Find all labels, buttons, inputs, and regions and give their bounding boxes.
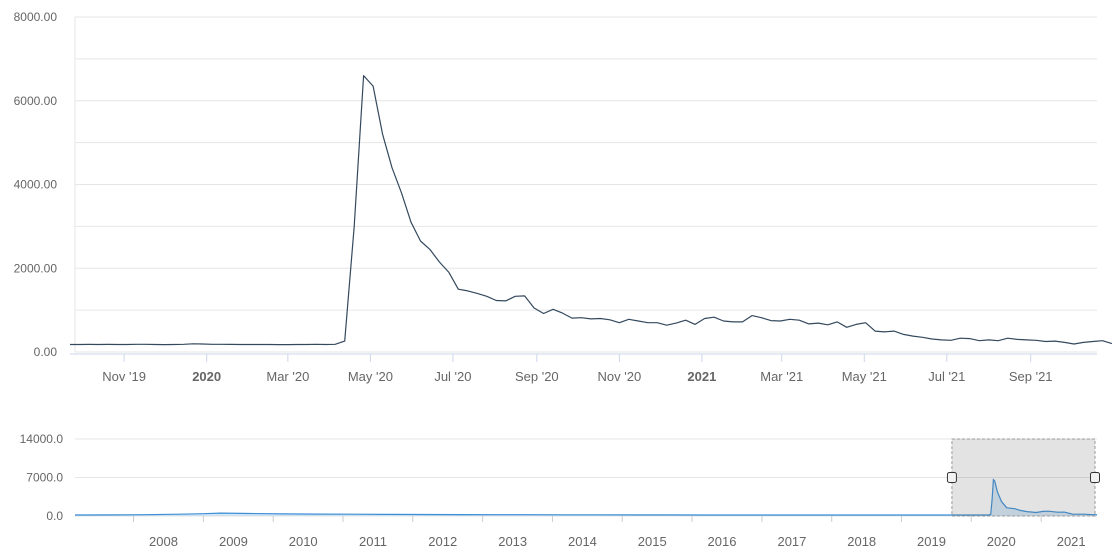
main-chart-plot[interactable] [70, 75, 1113, 346]
x-tick-label: Jul '21 [928, 369, 965, 384]
navigator-x-tick-label: 2012 [428, 534, 457, 549]
navigator-x-tick-label: 2016 [708, 534, 737, 549]
navigator-right-handle[interactable] [1090, 472, 1100, 483]
x-tick-label: Sep '21 [1009, 369, 1053, 384]
navigator-y-axis: 0.0 7000.0 14000.0 [20, 432, 64, 523]
main-chart-grid [74, 16, 1097, 353]
main-y-axis: 0.00 2000.00 4000.00 6000.00 8000.00 [14, 10, 58, 359]
navigator-y-tick-label: 14000.0 [20, 432, 64, 446]
navigator-x-tick-label: 2009 [219, 534, 248, 549]
navigator-left-handle[interactable] [946, 472, 957, 483]
navigator-x-tick-label: 2021 [1057, 534, 1086, 549]
navigator-x-tick-label: 2008 [149, 534, 178, 549]
navigator-y-tick-label: 7000.0 [26, 471, 63, 485]
navigator-x-tick-label: 2018 [847, 534, 876, 549]
navigator-x-tick-label: 2017 [777, 534, 806, 549]
x-tick-label: 2021 [687, 369, 716, 384]
navigator-grid [75, 438, 1097, 517]
series-line[interactable] [70, 75, 1113, 346]
x-tick-label: May '20 [348, 369, 393, 384]
x-tick-label: May '21 [842, 369, 887, 384]
y-tick-label: 4000.00 [14, 178, 58, 192]
navigator-series-line [74, 478, 1097, 516]
y-tick-label: 6000.00 [14, 94, 58, 108]
x-tick-label: Nov '19 [102, 369, 146, 384]
navigator-x-axis: 2008 2009 2010 2011 2012 2013 2014 2015 2016 2017… [132, 516, 1086, 549]
navigator-area-fill [75, 479, 1097, 516]
x-tick-label: Nov '20 [598, 369, 642, 384]
x-tick-label: Mar '21 [760, 369, 803, 384]
navigator-x-tick-label: 2013 [498, 534, 527, 549]
y-tick-label: 8000.00 [14, 10, 58, 24]
x-tick-label: 2020 [192, 369, 221, 384]
y-tick-label: 2000.00 [14, 261, 58, 275]
x-tick-label: Mar '20 [266, 369, 309, 384]
navigator-x-tick-label: 2015 [638, 534, 667, 549]
navigator-plot [74, 478, 1097, 516]
main-x-axis: Nov '19 2020 Mar '20 May '20 Jul '20 Sep '20 N… [70, 353, 1097, 384]
x-tick-label: Sep '20 [515, 369, 559, 384]
navigator-y-tick-label: 0.0 [46, 509, 63, 523]
navigator-selection[interactable] [946, 438, 1100, 517]
navigator-x-tick-label: 2019 [917, 534, 946, 549]
navigator-x-tick-label: 2010 [289, 534, 318, 549]
x-tick-label: Jul '20 [434, 369, 471, 384]
navigator-x-tick-label: 2014 [568, 534, 597, 549]
y-tick-label: 0.00 [34, 345, 58, 359]
navigator-x-tick-label: 2020 [987, 534, 1016, 549]
navigator-selected-range[interactable] [951, 438, 1096, 517]
navigator-x-tick-label: 2011 [359, 534, 387, 549]
